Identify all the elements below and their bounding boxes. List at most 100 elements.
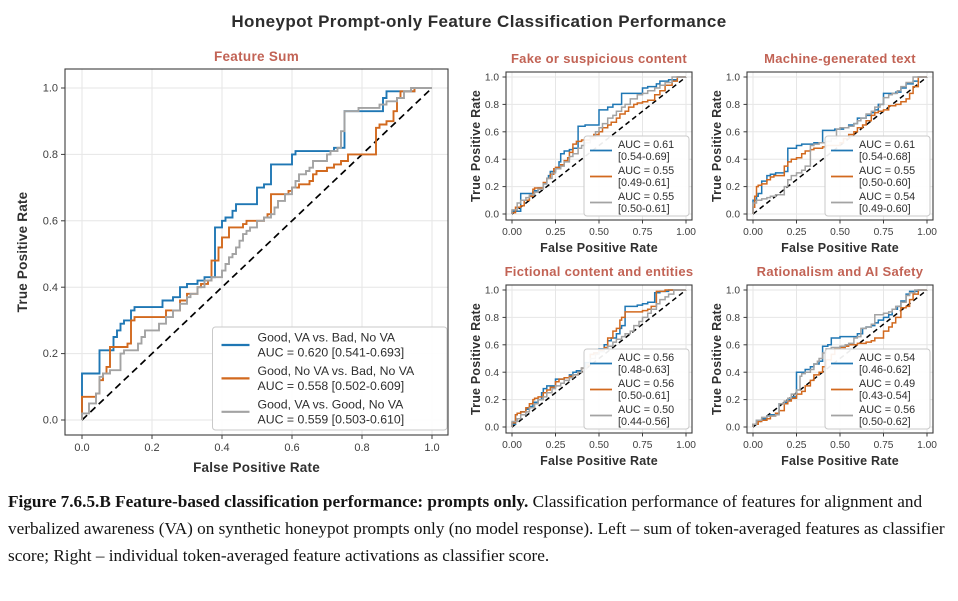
x-tick-label: 0.50	[830, 227, 850, 238]
roc-curve-good-va-vs-good-no-va	[81, 87, 432, 420]
legend-entry-text: [0.43-0.54]	[859, 390, 911, 402]
y-tick-label: 0.2	[43, 348, 58, 360]
x-tick-label: 0.0	[74, 442, 89, 454]
y-tick-label: 0.4	[485, 368, 499, 379]
y-tick-label: 0.4	[43, 282, 58, 294]
legend-entry-text: AUC = 0.49	[859, 378, 915, 390]
y-tick-label: 0.8	[43, 149, 58, 161]
y-tick-label: 0.8	[726, 313, 740, 324]
y-tick-label: 0.6	[726, 340, 740, 351]
x-tick-label: 0.8	[354, 442, 369, 454]
y-axis-label: True Positive Rate	[15, 191, 30, 312]
y-tick-label: 0.2	[485, 182, 499, 193]
legend-entry-text: AUC = 0.56	[618, 352, 674, 364]
x-tick-label: 1.00	[917, 227, 937, 238]
x-tick-label: 0.25	[546, 227, 566, 238]
figure-title: Honeypot Prompt-only Feature Classificat…	[231, 12, 727, 31]
y-tick-label: 0.2	[726, 182, 740, 193]
roc-curve-orange	[511, 76, 686, 214]
legend-entry-text: [0.50-0.62]	[859, 416, 911, 428]
roc-plot-fictional-content-and-entities: 0.00 0.25 0.50 0.75 1.00 0.0 0.2 0.4 0.6 0.8 1.0 Fi…	[469, 264, 696, 468]
x-axis-label: False Positive Rate	[193, 460, 320, 475]
legend-entry-text: AUC = 0.55	[618, 191, 674, 203]
legend-box	[583, 135, 690, 217]
x-tick-label: 0.75	[874, 227, 894, 238]
x-tick-label: 0.00	[743, 227, 763, 238]
y-tick-label: 0.6	[485, 340, 499, 351]
y-tick-label: 0.6	[726, 127, 740, 138]
caption-figure-number: Figure 7.6.5.B Feature-based classificat…	[8, 492, 529, 511]
x-axis-label: False Positive Rate	[540, 454, 658, 468]
legend: AUC = 0.61[0.54-0.69]AUC = 0.55[0.49-0.6…	[583, 135, 690, 217]
y-tick-label: 0.2	[726, 395, 740, 406]
legend-entry-text: AUC = 0.558 [0.502-0.609]	[258, 379, 405, 393]
legend-box	[212, 326, 448, 431]
x-tick-label: 1.00	[676, 440, 696, 451]
y-axis-label: True Positive Rate	[710, 303, 724, 415]
y-tick-label: 0.8	[726, 100, 740, 111]
legend-box	[824, 135, 931, 217]
subplot-title: Fake or suspicious content	[511, 51, 687, 66]
x-tick-label: 1.0	[424, 442, 439, 454]
y-tick-label: 0.8	[485, 100, 499, 111]
legend: AUC = 0.54[0.46-0.62] AUC = 0.49[0.43-0.5…	[824, 348, 931, 430]
roc-plot-machine-generated-text: 0.00 0.25 0.50 0.75 1.00 0.0 0.2 0.4 0.6 0.8 1.0 Ma…	[710, 51, 937, 255]
y-tick-label: 1.0	[485, 286, 499, 297]
figure-caption: Figure 7.6.5.B Feature-based classificat…	[8, 488, 952, 570]
y-tick-label: 0.0	[726, 210, 740, 221]
x-tick-label: 0.50	[830, 440, 850, 451]
x-tick-label: 1.00	[676, 227, 696, 238]
x-tick-label: 0.2	[144, 442, 159, 454]
legend-entry-text: Good, VA vs. Good, No VA	[258, 397, 405, 411]
roc-curve-blue	[752, 76, 927, 214]
roc-curve-good-no-va-vs-bad-no-va	[81, 87, 432, 420]
x-tick-label: 0.75	[633, 440, 653, 451]
legend-entry-text: AUC = 0.56	[618, 378, 674, 390]
legend-entry-text: AUC = 0.54	[859, 352, 915, 364]
legend-entry-text: AUC = 0.55	[859, 165, 915, 177]
roc-plot-feature-sum: 0.0 0.2 0.4 0.6 0.8 1.0 0.0 0.2 0.4 0.6 0.8 1.0 Feat…	[15, 49, 449, 475]
x-tick-label: 0.75	[633, 227, 653, 238]
y-axis-label: True Positive Rate	[469, 90, 483, 202]
roc-curve-good-va-vs-bad-no-va	[81, 87, 432, 420]
y-tick-label: 1.0	[726, 286, 740, 297]
legend-entry-text: Good, VA vs. Bad, No VA	[258, 331, 396, 345]
subplot-title: Feature Sum	[214, 49, 299, 64]
y-axis-label: True Positive Rate	[710, 90, 724, 202]
roc-plot-rationalism-and-ai-safety: 0.00 0.25 0.50 0.75 1.00 0.0 0.2 0.4 0.6 0.8 1.0 Ra…	[710, 264, 937, 468]
x-tick-label: 0.00	[502, 440, 522, 451]
legend: AUC = 0.61[0.54-0.68] AUC = 0.55[0.50-0.6…	[824, 135, 931, 217]
legend-entry-text: [0.44-0.56]	[618, 416, 670, 428]
x-axis-label: False Positive Rate	[540, 241, 658, 255]
y-tick-label: 1.0	[485, 73, 499, 84]
roc-plot-fake-or-suspicious-content: 0.00 0.25 0.50 0.75 1.00 0.0 0.2 0.4 0.6 0.8 1.0 Fa…	[469, 51, 696, 255]
legend-box	[824, 348, 931, 430]
legend-entry-text: [0.49-0.60]	[859, 203, 911, 215]
x-tick-label: 0.00	[502, 227, 522, 238]
x-tick-label: 0.25	[546, 440, 566, 451]
x-axis-label: False Positive Rate	[781, 241, 899, 255]
x-tick-label: 1.00	[917, 440, 937, 451]
axes-frame	[64, 68, 449, 436]
legend-entry-text: AUC = 0.56	[859, 404, 915, 416]
subplot-title: Fictional content and entities	[505, 264, 694, 279]
legend-entry-text: [0.50-0.61]	[618, 390, 670, 402]
caption-body: Classification performance of features f…	[8, 492, 945, 566]
y-tick-label: 0.4	[485, 155, 499, 166]
legend-entry-text: AUC = 0.61	[618, 139, 674, 151]
legend-entry-text: [0.48-0.63]	[618, 364, 670, 376]
y-tick-label: 0.0	[726, 423, 740, 434]
subplot-title: Rationalism and AI Safety	[757, 264, 924, 279]
legend-entry-text: [0.50-0.61]	[618, 203, 670, 215]
legend-entry-text: AUC = 0.559 [0.503-0.610]	[258, 412, 405, 426]
x-tick-label: 0.75	[874, 440, 894, 451]
y-tick-label: 0.0	[485, 210, 499, 221]
y-tick-label: 0.4	[726, 155, 740, 166]
legend-entry-text: AUC = 0.620 [0.541-0.693]	[258, 346, 405, 360]
legend-entry-text: [0.54-0.68]	[859, 151, 911, 163]
x-tick-label: 0.25	[787, 440, 807, 451]
y-tick-label: 0.0	[485, 423, 499, 434]
x-tick-label: 0.25	[787, 227, 807, 238]
legend: AUC = 0.56[0.48-0.63]AUC = 0.56[0.50-0.6…	[583, 348, 690, 430]
y-tick-label: 1.0	[43, 83, 58, 95]
